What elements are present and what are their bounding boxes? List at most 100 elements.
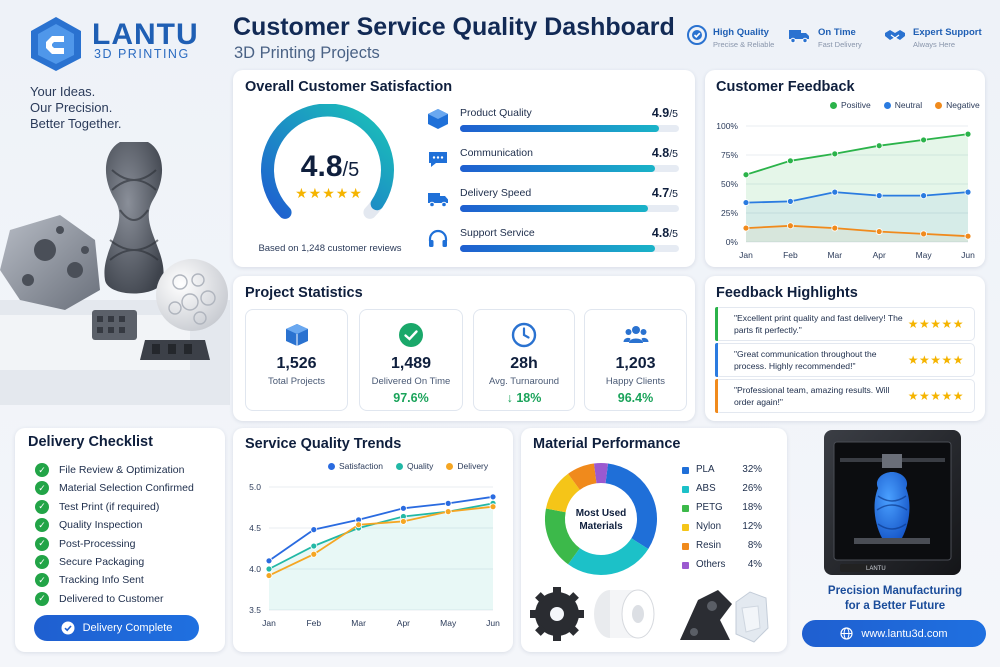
y-tick-label: 4.0	[249, 564, 261, 574]
series-line-satisfaction	[268, 495, 494, 562]
satisfaction-stars-icon: ★★★★★	[295, 185, 363, 201]
legend-delivery-label: Delivery	[457, 461, 489, 471]
y-tick-label: 100%	[716, 121, 738, 131]
checklist-item-label: Quality Inspection	[59, 519, 143, 532]
badge-title-quality: High Quality	[713, 27, 769, 38]
metric-bar-fill	[460, 205, 649, 212]
users-icon	[623, 326, 648, 343]
legend-dot-satisfaction	[328, 462, 335, 470]
material-color-swatch	[682, 543, 689, 550]
material-name: ABS	[696, 483, 716, 494]
checklist-item-label: Post-Processing	[59, 537, 136, 550]
delivery-complete-label: Delivery Complete	[82, 622, 173, 634]
check-icon: ✓	[35, 573, 49, 588]
metric-bar-fill	[460, 245, 655, 252]
material-name: Nylon	[696, 521, 722, 532]
checklist-item: ✓ Tracking Info Sent	[35, 572, 144, 588]
legend-satisfaction-label: Satisfaction	[339, 461, 383, 471]
stat-turnaround: 28h Avg. Turnaround ↓ 18%	[473, 309, 575, 411]
data-point-negative	[831, 224, 839, 232]
metric-label: Communication	[460, 147, 533, 159]
x-tick-label: May	[440, 618, 457, 628]
data-point-quality	[310, 542, 318, 550]
donut-center-line-2: Materials	[579, 521, 623, 532]
promo-line-1: Precision Manufacturing	[827, 585, 963, 597]
check-icon: ✓	[35, 555, 49, 569]
series-line-negative	[745, 224, 969, 238]
quote-text: "Excellent print quality and fast delive…	[734, 313, 903, 335]
data-point-positive	[964, 130, 972, 138]
metric-label: Product Quality	[460, 107, 532, 119]
stat-label: Avg. Turnaround	[488, 376, 560, 387]
checklist-item: ✓ Secure Packaging	[35, 554, 144, 570]
cube-icon	[427, 108, 449, 130]
metric-bar-track	[460, 245, 679, 252]
x-tick-label: Feb	[783, 250, 798, 260]
series-area-negative	[746, 225, 968, 242]
stat-delivered-on-time: 1,489 Delivered On Time 97.6%	[359, 309, 463, 411]
data-point-neutral	[920, 192, 928, 199]
chat-bubble-icon	[427, 148, 449, 170]
metric-score-max: /5	[669, 108, 678, 120]
material-percent: 4%	[747, 559, 762, 570]
badge-sub-ontime: Fast Delivery	[818, 40, 862, 49]
material-name: Resin	[696, 540, 722, 551]
material-legend-item: PETG 18%	[682, 502, 762, 516]
website-link-label: www.lantu3d.com	[861, 627, 948, 640]
legend-delivery: Delivery	[446, 461, 488, 471]
x-tick-label: Apr	[873, 250, 886, 260]
data-point-positive	[875, 142, 883, 150]
quote-text: "Great communication throughout the proc…	[734, 349, 877, 371]
material-color-swatch	[682, 467, 689, 474]
satisfaction-score: 4.8	[300, 150, 343, 183]
legend-dot-positive	[830, 101, 837, 109]
data-point-satisfaction	[310, 526, 318, 534]
delivery-complete-button[interactable]: Delivery Complete	[34, 615, 199, 641]
stat-extra: 96.4%	[617, 391, 654, 405]
material-samples-image	[530, 587, 769, 643]
material-name: PLA	[696, 464, 715, 475]
metric-score-max: /5	[669, 188, 678, 200]
data-point-negative	[920, 230, 928, 238]
x-tick-label: Jun	[486, 618, 500, 628]
materials-title: Material Performance	[533, 436, 681, 452]
series-line-neutral	[745, 191, 969, 204]
metric-score: 4.8	[651, 146, 670, 160]
x-tick-label: Mar	[351, 618, 366, 628]
data-point-quality	[265, 565, 273, 573]
material-color-swatch	[682, 505, 689, 512]
quote-accent-bar	[715, 379, 718, 413]
data-point-satisfaction	[265, 557, 273, 565]
data-point-neutral	[875, 192, 883, 199]
brand-name: LANTU	[92, 18, 199, 51]
stat-label: Total Projects	[267, 376, 326, 387]
metric-bar-track	[460, 125, 679, 132]
y-tick-label: 3.5	[249, 605, 261, 615]
badge-sub-support: Always Here	[913, 40, 956, 49]
material-legend-item: Resin 8%	[682, 540, 762, 554]
website-link-button[interactable]: www.lantu3d.com	[802, 620, 986, 647]
data-point-satisfaction	[489, 493, 497, 501]
x-tick-label: Jan	[739, 250, 753, 260]
check-circle-icon	[399, 323, 423, 347]
x-tick-label: May	[916, 250, 933, 260]
legend-quality: Quality	[395, 461, 433, 471]
metric-score: 4.7	[651, 186, 670, 200]
headset-icon	[427, 228, 449, 250]
data-point-positive	[787, 157, 794, 165]
data-point-neutral	[831, 188, 839, 196]
data-point-negative	[787, 222, 794, 230]
metric-bar-fill	[460, 165, 655, 172]
material-legend-item: Nylon 12%	[682, 521, 762, 535]
feedback-legend: Positive Neutral Negative	[830, 100, 980, 110]
check-icon: ✓	[35, 463, 49, 477]
legend-satisfaction: Satisfaction	[328, 461, 383, 471]
metric-value: 4.8/5	[638, 146, 678, 160]
data-point-positive	[920, 136, 928, 144]
donut-slice-petg	[545, 508, 581, 565]
data-point-neutral	[787, 198, 794, 205]
data-point-delivery	[489, 503, 497, 511]
check-icon: ✓	[35, 481, 49, 496]
check-icon: ✓	[35, 499, 49, 514]
donut-slice-resin	[568, 463, 597, 491]
